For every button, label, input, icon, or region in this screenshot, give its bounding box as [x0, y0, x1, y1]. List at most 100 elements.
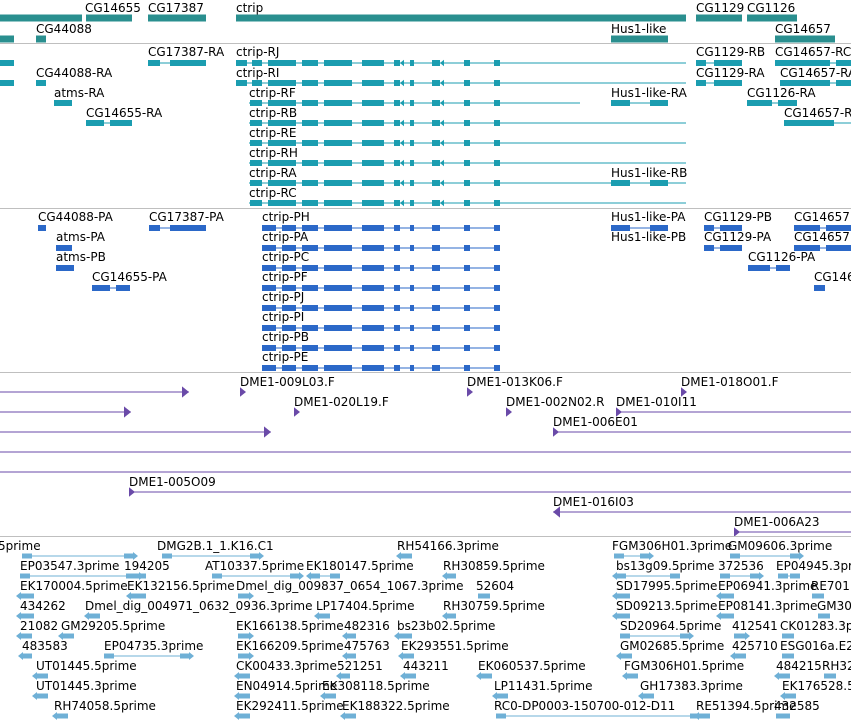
- protein-glyph-exon[interactable]: [494, 285, 500, 291]
- est-arrow[interactable]: [799, 552, 804, 560]
- est-block[interactable]: [406, 673, 416, 679]
- transcript-glyph-exon[interactable]: [324, 100, 352, 106]
- protein-label[interactable]: CG1129-PA: [704, 230, 772, 244]
- transcript-glyph-exon[interactable]: [86, 120, 104, 126]
- est-label[interactable]: CK00433.3prime: [236, 659, 337, 673]
- est-label[interactable]: GM09606.3prime: [728, 539, 833, 553]
- est-arrow[interactable]: [32, 692, 37, 700]
- transcript-glyph-exon[interactable]: [394, 200, 400, 206]
- protein-glyph-exon[interactable]: [394, 285, 400, 291]
- est-block[interactable]: [404, 653, 414, 659]
- transcript-glyph-intron[interactable]: [249, 102, 580, 104]
- transcript-glyph-exon[interactable]: [252, 80, 262, 86]
- est-arrow[interactable]: [716, 592, 721, 600]
- est-block[interactable]: [736, 633, 746, 639]
- protein-glyph-exon[interactable]: [704, 225, 714, 231]
- est-label[interactable]: RC0-DP0003-150700-012-D11: [494, 699, 676, 713]
- est-label[interactable]: SD09213.5prime: [616, 599, 718, 613]
- protein-glyph-exon[interactable]: [650, 225, 668, 231]
- transcript-glyph-exon[interactable]: [394, 140, 400, 146]
- transcript-glyph-exon[interactable]: [836, 80, 851, 86]
- est-arrow[interactable]: [249, 652, 254, 660]
- strand-arrow[interactable]: [440, 99, 444, 107]
- transcript-label[interactable]: CG44088-RA: [36, 66, 113, 80]
- transcript-glyph-intron[interactable]: [611, 182, 668, 184]
- gene-glyph[interactable]: [611, 35, 668, 43]
- transcript-label[interactable]: ctrip-RA: [249, 166, 297, 180]
- est-block[interactable]: [736, 653, 746, 659]
- protein-glyph-exon[interactable]: [394, 245, 400, 251]
- transcript-glyph-exon[interactable]: [410, 160, 414, 166]
- est-block[interactable]: [620, 613, 630, 619]
- est-block[interactable]: [24, 593, 34, 599]
- est-arrow[interactable]: [649, 552, 654, 560]
- est-block[interactable]: [670, 573, 680, 579]
- est-label[interactable]: 521251: [337, 659, 383, 673]
- est-block[interactable]: [680, 633, 690, 639]
- est-line[interactable]: [730, 555, 800, 557]
- est-line[interactable]: [496, 715, 700, 717]
- est-arrow[interactable]: [780, 692, 785, 700]
- transcript-glyph-exon[interactable]: [170, 60, 206, 66]
- transcript-glyph-exon[interactable]: [268, 120, 296, 126]
- est-block[interactable]: [620, 633, 630, 639]
- transcript-glyph-exon[interactable]: [464, 80, 470, 86]
- protein-glyph-exon[interactable]: [324, 245, 352, 251]
- protein-glyph-exon[interactable]: [826, 225, 851, 231]
- est-block[interactable]: [346, 653, 356, 659]
- transcript-glyph-exon[interactable]: [494, 80, 500, 86]
- est-line[interactable]: [104, 655, 190, 657]
- transcript-glyph-exon[interactable]: [410, 140, 414, 146]
- est-label[interactable]: EK166138.5prime: [236, 619, 344, 633]
- protein-glyph-exon[interactable]: [410, 265, 414, 271]
- est-arrow[interactable]: [84, 612, 89, 620]
- transcript-glyph-exon[interactable]: [36, 80, 46, 86]
- transcript-glyph-exon[interactable]: [0, 80, 14, 86]
- est-label[interactable]: EK293551.5prime: [401, 639, 509, 653]
- est-label[interactable]: EN04914.5prime: [236, 679, 338, 693]
- est-line[interactable]: [310, 575, 340, 577]
- protein-glyph-exon[interactable]: [302, 265, 318, 271]
- est-label[interactable]: 5prime: [0, 539, 41, 553]
- est-block[interactable]: [290, 573, 300, 579]
- protein-glyph-exon[interactable]: [302, 305, 318, 311]
- protein-label[interactable]: CG14657: [794, 210, 850, 224]
- protein-glyph-exon[interactable]: [794, 245, 820, 251]
- transcript-label[interactable]: CG1126-RA: [747, 86, 816, 100]
- protein-label[interactable]: CG146: [814, 270, 851, 284]
- est-label[interactable]: SD17995.5prime: [616, 579, 718, 593]
- protein-glyph-exon[interactable]: [394, 325, 400, 331]
- est-label[interactable]: Dmel_dig_009837_0654_1067.3prime: [236, 579, 464, 593]
- transcript-glyph-exon[interactable]: [302, 140, 318, 146]
- transcript-glyph-exon[interactable]: [432, 100, 440, 106]
- protein-glyph-exon[interactable]: [432, 345, 440, 351]
- protein-label[interactable]: ctrip-PB: [262, 330, 309, 344]
- est-label[interactable]: 412541: [732, 619, 778, 633]
- clone-line[interactable]: [0, 451, 851, 453]
- protein-glyph-exon[interactable]: [282, 245, 296, 251]
- est-label[interactable]: 482316: [344, 619, 390, 633]
- transcript-label[interactable]: CG14657-RC: [775, 45, 851, 59]
- est-block[interactable]: [310, 573, 320, 579]
- transcript-label[interactable]: Hus1-like-RB: [611, 166, 688, 180]
- clone-label[interactable]: DME1-005O09: [129, 475, 216, 489]
- protein-glyph-intron[interactable]: [611, 227, 668, 229]
- protein-glyph-exon[interactable]: [394, 265, 400, 271]
- protein-glyph-exon[interactable]: [362, 285, 384, 291]
- est-arrow[interactable]: [442, 612, 447, 620]
- est-block[interactable]: [480, 593, 490, 599]
- protein-glyph-exon[interactable]: [262, 225, 276, 231]
- protein-glyph-exon[interactable]: [324, 285, 352, 291]
- transcript-glyph-exon[interactable]: [494, 60, 500, 66]
- transcript-glyph-exon[interactable]: [394, 60, 400, 66]
- est-block[interactable]: [240, 673, 250, 679]
- est-label[interactable]: 443211: [403, 659, 449, 673]
- est-label[interactable]: EP03547.3prime: [20, 559, 120, 573]
- est-block[interactable]: [720, 573, 730, 579]
- est-arrow[interactable]: [612, 612, 617, 620]
- protein-glyph-exon[interactable]: [394, 225, 400, 231]
- clone-label[interactable]: DME1-002N02.R: [506, 395, 605, 409]
- est-block[interactable]: [126, 573, 136, 579]
- est-label[interactable]: 475763: [344, 639, 390, 653]
- strand-arrow[interactable]: [400, 179, 404, 187]
